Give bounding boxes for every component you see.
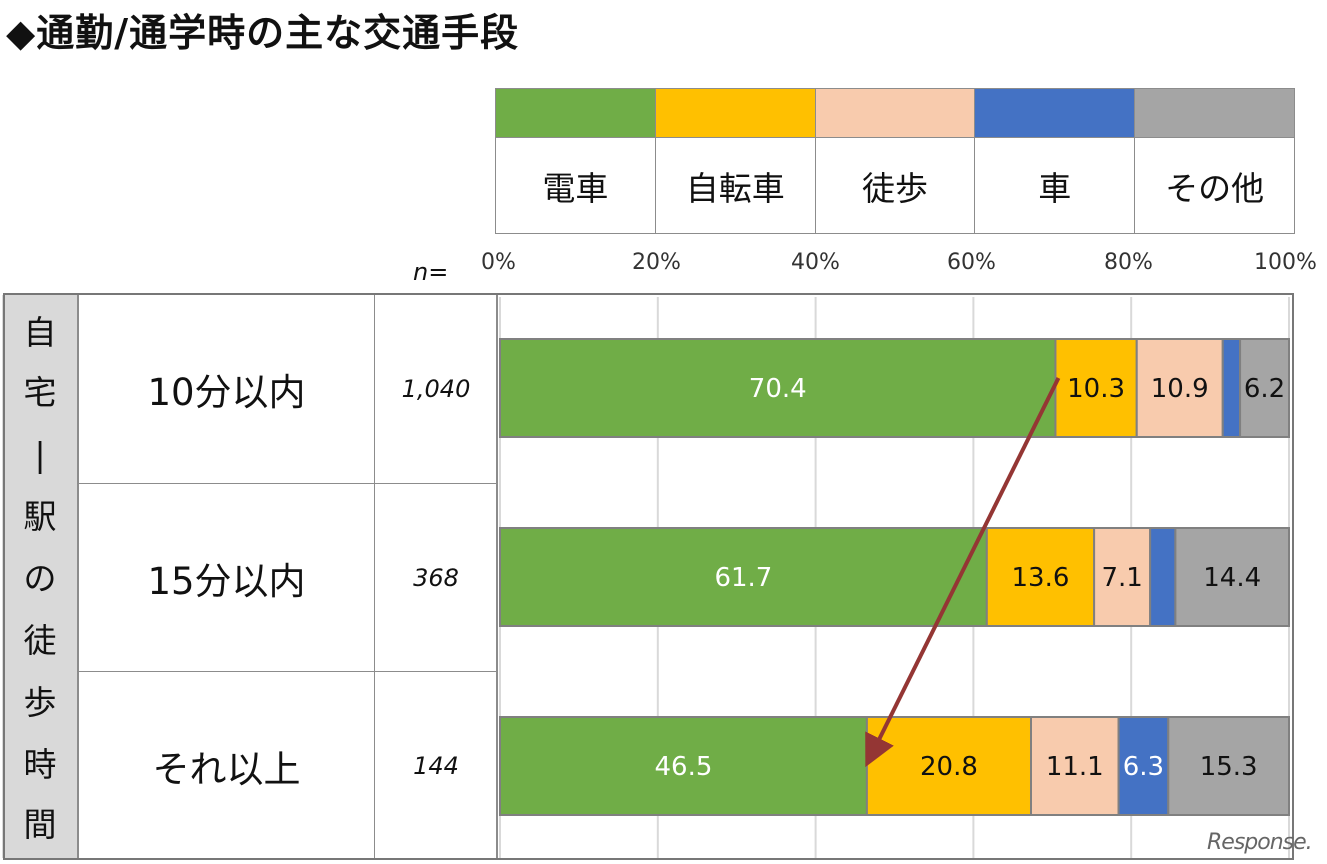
divider xyxy=(77,295,79,858)
legend-label-walk: 徒歩 xyxy=(816,137,976,234)
legend-swatch-other xyxy=(1135,89,1294,137)
legend-swatch-train xyxy=(496,89,656,137)
bar-segment-other xyxy=(1174,527,1291,627)
row-header-char: 自 xyxy=(23,313,57,352)
divider xyxy=(78,483,497,484)
legend-label-bicycle: 自転車 xyxy=(656,137,816,234)
data-label: 14.4 xyxy=(1203,563,1261,593)
data-label: 6.2 xyxy=(1244,374,1285,404)
data-label: 7.1 xyxy=(1101,563,1142,593)
legend-swatch-walk xyxy=(815,89,976,137)
bar-segment-train xyxy=(499,716,868,816)
tick-label-60: 60% xyxy=(947,250,996,275)
bar-segment-car xyxy=(1221,338,1242,438)
tick-label-80: 80% xyxy=(1104,250,1153,275)
row-header-char: 宅 xyxy=(23,373,57,412)
data-table xyxy=(3,293,1294,860)
divider xyxy=(496,295,498,858)
legend-swatch-car xyxy=(975,89,1136,137)
data-label: 15.3 xyxy=(1200,752,1258,782)
legend-label-other: その他 xyxy=(1165,168,1265,208)
legend-label-car: 車 xyxy=(975,137,1136,234)
divider xyxy=(78,671,497,672)
data-label: 10.3 xyxy=(1067,374,1125,404)
data-label: 11.1 xyxy=(1046,752,1104,782)
row-label-longer: それ以上 xyxy=(152,748,301,791)
data-label: 70.4 xyxy=(749,374,807,404)
divider xyxy=(374,295,375,858)
bar-segment-train xyxy=(499,338,1057,438)
response-logo: Response. xyxy=(1207,830,1313,855)
row-header-char: 時 xyxy=(23,745,57,784)
row-header-char: 徒 xyxy=(23,621,57,660)
row-header-char: の xyxy=(23,559,57,598)
data-label: 46.5 xyxy=(654,752,712,782)
n-label: n= xyxy=(413,258,449,286)
n-value-longer: 144 xyxy=(413,752,459,780)
legend-label-train: 電車 xyxy=(496,137,656,234)
bar-segment-walk xyxy=(1029,716,1120,816)
tick-label-20: 20% xyxy=(632,250,681,275)
tick-label-0: 0% xyxy=(481,250,516,275)
trend-arrow xyxy=(865,377,1061,768)
bar-segment-other xyxy=(1239,338,1291,438)
data-label: 13.6 xyxy=(1012,563,1070,593)
chart-title: ◆通勤/通学時の主な交通手段 xyxy=(6,11,520,55)
legend-swatch-bicycle xyxy=(655,89,816,137)
data-label: 6.3 xyxy=(1123,752,1164,782)
bar-segment-bicycle xyxy=(1054,338,1138,438)
bar-segment-train xyxy=(499,527,988,627)
row-label-15min: 15分以内 xyxy=(147,560,306,603)
tick-label-100: 100% xyxy=(1254,250,1317,275)
row-header-char: 間 xyxy=(23,805,57,844)
tick-label-40: 40% xyxy=(791,250,840,275)
bar-segment-car xyxy=(1149,527,1177,627)
data-label: 61.7 xyxy=(714,563,772,593)
data-label: 20.8 xyxy=(920,752,978,782)
data-label: 10.9 xyxy=(1151,374,1209,404)
n-value-10min: 1,040 xyxy=(401,375,471,403)
bar-segment-bicycle xyxy=(865,716,1032,816)
row-header-char: 駅 xyxy=(23,497,57,536)
row-header-char: | xyxy=(34,435,46,474)
n-value-15min: 368 xyxy=(413,564,459,592)
bar-segment-walk xyxy=(1135,338,1224,438)
bar-segment-car xyxy=(1117,716,1170,816)
row-header-char: 歩 xyxy=(23,683,57,722)
row-header-cell xyxy=(2,295,78,858)
row-label-10min: 10分以内 xyxy=(147,371,306,414)
bar-segment-other xyxy=(1167,716,1290,816)
legend: 電車 自転車 徒歩 車 その他 xyxy=(495,88,1295,234)
